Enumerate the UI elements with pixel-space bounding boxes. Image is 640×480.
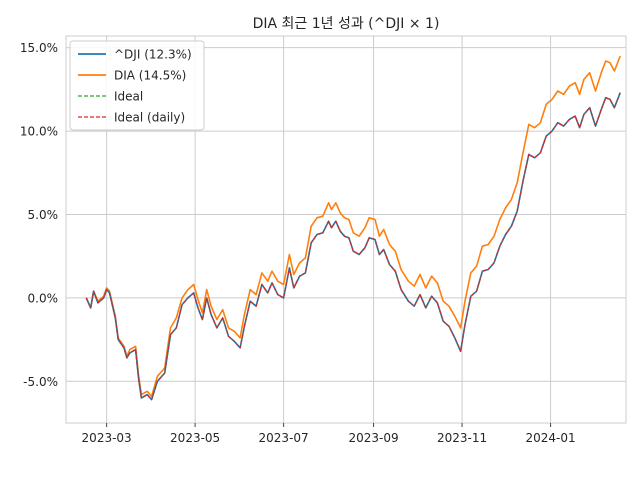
- series-line-ideal-daily: [85, 92, 621, 401]
- series-lines: [85, 55, 621, 401]
- legend-label-dji: ^DJI (12.3%): [114, 48, 192, 62]
- legend-label-ideal-daily: Ideal (daily): [114, 111, 185, 125]
- y-tick-label: -5.0%: [23, 375, 58, 389]
- x-tick-label: 2023-03: [82, 431, 132, 445]
- x-tick-label: 2023-09: [348, 431, 398, 445]
- legend-box: [69, 40, 205, 131]
- legend-label-ideal: Ideal: [114, 90, 143, 104]
- x-tick-label: 2023-07: [259, 431, 309, 445]
- y-tick-label: 5.0%: [28, 208, 59, 222]
- x-tick-label: 2024-01: [525, 431, 575, 445]
- x-tick-label: 2023-11: [437, 431, 487, 445]
- chart-title: DIA 최근 1년 성과 (^DJI × 1): [253, 16, 440, 32]
- plot-frame: [65, 35, 627, 424]
- y-tick-label: 15.0%: [20, 41, 58, 55]
- y-tick-label: 0.0%: [28, 291, 59, 305]
- axes: -5.0% 0.0% 5.0% 10.0% 15.0% 2023-03 2023-05 202…: [20, 41, 576, 445]
- legend-label-dia: DIA (14.5%): [114, 69, 186, 83]
- x-tick-label: 2023-05: [170, 431, 220, 445]
- legend: ^DJI (12.3%) DIA (14.5%) Ideal Ideal (da…: [69, 40, 205, 131]
- y-tick-label: 10.0%: [20, 125, 58, 139]
- series-line-dia-14-5: [85, 55, 621, 398]
